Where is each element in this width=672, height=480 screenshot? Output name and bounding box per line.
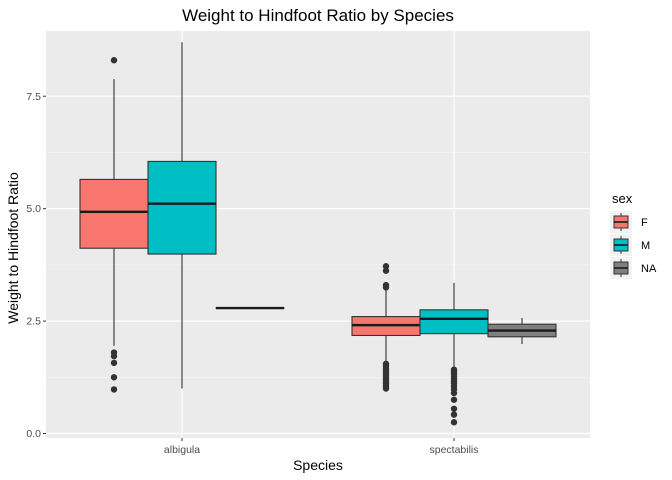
box-spectabilis-NA [487,317,557,345]
box-body [419,309,489,335]
outlier-point [382,267,390,274]
legend-key-F [610,211,632,233]
legend-key-NA [610,257,632,279]
outlier-point [110,57,118,64]
box-spectabilis-M [419,282,489,426]
box-albigula-M [147,42,217,389]
outlier-point [382,284,390,291]
y-axis: 0.0 2.5 5.0 7.5 [26,91,46,440]
outlier-point [450,405,458,412]
x-tick-label-albigula: albigula [164,444,200,456]
y-tick-label: 5.0 [26,203,41,215]
legend-label-F: F [641,217,648,229]
box-body [79,178,149,249]
y-tick-label: 2.5 [26,316,41,328]
legend-label-M: M [641,240,650,252]
outlier-point [110,374,118,381]
chart-title: Weight to Hindfoot Ratio by Species [182,6,454,25]
x-axis: albigula spectabilis [164,438,479,456]
box-spectabilis-F [351,263,421,392]
y-tick-label: 7.5 [26,91,41,103]
legend: sex FM NA [610,191,657,279]
outlier-point [450,389,458,397]
x-axis-title: Species [293,457,343,473]
y-axis-title: Weight to Hindfoot Ratio [5,172,21,324]
x-tick-label-spectabilis: spectabilis [429,444,478,456]
outlier-point [382,263,390,270]
y-tick-label: 0.0 [26,428,41,440]
legend-key-M [610,234,632,256]
legend-label-NA: NA [641,263,657,275]
outlier-point [110,359,118,367]
outlier-point [382,385,390,392]
outlier-point [450,411,458,418]
legend-title: sex [612,191,633,206]
outlier-point [450,396,458,403]
plot-panel [46,31,590,438]
outlier-point [110,352,118,360]
outlier-point [110,386,118,393]
outlier-point [450,419,458,426]
box-body [147,160,217,255]
